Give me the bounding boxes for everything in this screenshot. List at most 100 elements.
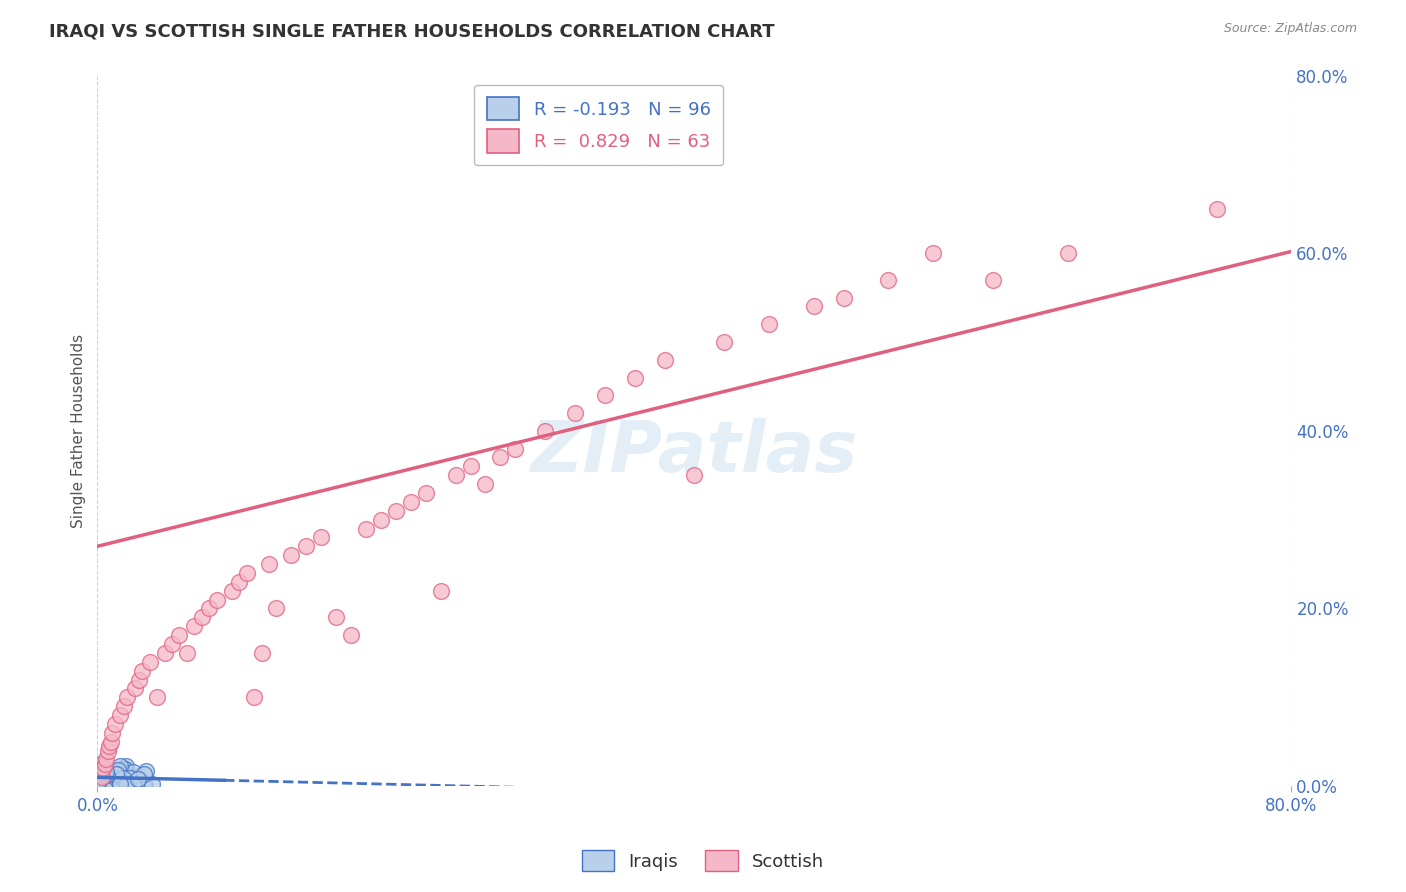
Point — [125, 776, 148, 790]
Point — [415, 486, 437, 500]
Point — [877, 273, 900, 287]
Point — [90, 770, 112, 784]
Point — [100, 776, 122, 790]
Point — [93, 769, 115, 783]
Point — [86, 774, 108, 789]
Point — [110, 775, 132, 789]
Text: Source: ZipAtlas.com: Source: ZipAtlas.com — [1223, 22, 1357, 36]
Point — [228, 574, 250, 589]
Point — [101, 764, 124, 779]
Point — [89, 772, 111, 786]
Point — [169, 628, 191, 642]
Point — [125, 774, 148, 789]
Point — [115, 778, 138, 792]
Point — [96, 752, 118, 766]
Point — [110, 773, 132, 788]
Point — [354, 522, 377, 536]
Point — [105, 772, 128, 787]
Point — [90, 757, 112, 772]
Point — [1056, 246, 1078, 260]
Point — [257, 557, 280, 571]
Point — [135, 764, 157, 778]
Point — [444, 468, 467, 483]
Point — [104, 767, 127, 781]
Point — [124, 775, 146, 789]
Point — [89, 763, 111, 777]
Point — [107, 763, 129, 777]
Point — [110, 764, 132, 778]
Point — [94, 772, 117, 787]
Point — [104, 774, 127, 789]
Point — [98, 769, 121, 783]
Point — [101, 770, 124, 784]
Point — [87, 764, 110, 779]
Point — [127, 772, 149, 786]
Point — [503, 442, 526, 456]
Point — [134, 779, 156, 793]
Point — [114, 763, 136, 777]
Point — [112, 779, 135, 793]
Point — [89, 768, 111, 782]
Point — [122, 764, 145, 779]
Point — [108, 777, 131, 791]
Point — [101, 777, 124, 791]
Point — [243, 690, 266, 705]
Point — [111, 771, 134, 785]
Point — [120, 772, 142, 786]
Point — [100, 769, 122, 783]
Text: IRAQI VS SCOTTISH SINGLE FATHER HOUSEHOLDS CORRELATION CHART: IRAQI VS SCOTTISH SINGLE FATHER HOUSEHOL… — [49, 22, 775, 40]
Point — [108, 777, 131, 791]
Point — [129, 779, 152, 793]
Point — [474, 477, 496, 491]
Point — [100, 774, 122, 789]
Legend: R = -0.193   N = 96, R =  0.829   N = 63: R = -0.193 N = 96, R = 0.829 N = 63 — [474, 85, 724, 165]
Point — [115, 690, 138, 705]
Point — [87, 772, 110, 787]
Point — [104, 717, 127, 731]
Point — [94, 756, 117, 771]
Point — [100, 779, 122, 793]
Point — [153, 646, 176, 660]
Point — [96, 771, 118, 785]
Point — [758, 317, 780, 331]
Point — [489, 450, 512, 465]
Point — [191, 610, 214, 624]
Point — [183, 619, 205, 633]
Point — [429, 583, 451, 598]
Point — [98, 778, 121, 792]
Point — [128, 769, 150, 783]
Point — [803, 300, 825, 314]
Point — [94, 768, 117, 782]
Point — [235, 566, 257, 580]
Point — [266, 601, 288, 615]
Point — [309, 530, 332, 544]
Point — [981, 273, 1004, 287]
Point — [94, 765, 117, 780]
Point — [683, 468, 706, 483]
Point — [110, 776, 132, 790]
Point — [94, 768, 117, 782]
Point — [112, 762, 135, 776]
Point — [176, 646, 198, 660]
Point — [385, 504, 408, 518]
Point — [132, 777, 155, 791]
Point — [97, 773, 120, 788]
Point — [146, 690, 169, 705]
Point — [97, 763, 120, 777]
Point — [128, 673, 150, 687]
Point — [93, 776, 115, 790]
Point — [221, 583, 243, 598]
Point — [107, 768, 129, 782]
Point — [96, 773, 118, 788]
Point — [108, 766, 131, 780]
Point — [87, 773, 110, 788]
Point — [91, 776, 114, 790]
Point — [100, 735, 122, 749]
Point — [90, 776, 112, 790]
Point — [295, 539, 318, 553]
Point — [112, 699, 135, 714]
Point — [122, 777, 145, 791]
Point — [96, 768, 118, 782]
Point — [280, 548, 302, 562]
Point — [105, 769, 128, 783]
